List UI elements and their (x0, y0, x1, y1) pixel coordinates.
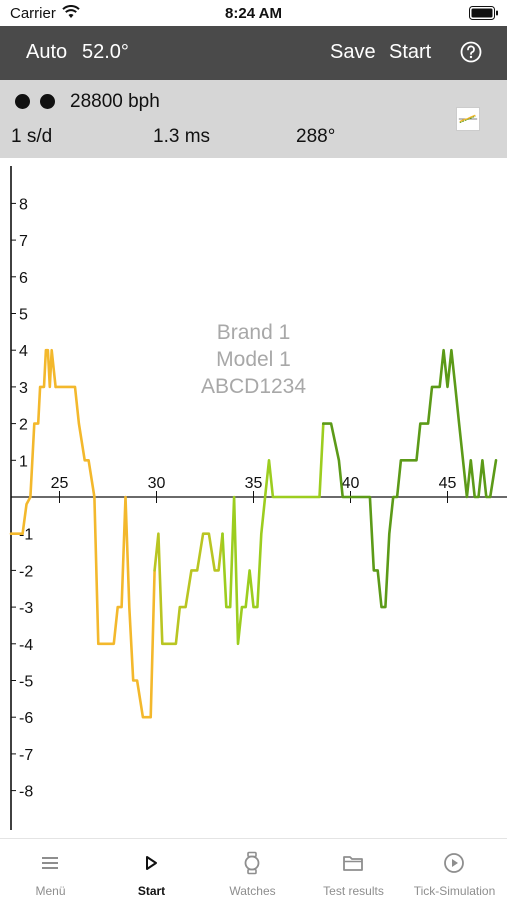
hamburger-menu-icon (42, 857, 58, 869)
y-tick-label: 2 (19, 417, 28, 434)
tab-tick-simulation[interactable]: Tick-Simulation (404, 839, 505, 900)
y-tick-label: 4 (19, 343, 28, 360)
y-tick-label: 8 (19, 196, 28, 213)
tab-test-results-label: Test results (323, 884, 384, 898)
tab-start-label: Start (137, 884, 166, 898)
folder-icon (343, 856, 363, 871)
trace-series-2 (54, 385, 156, 719)
trace-series-4 (221, 422, 325, 646)
start-button[interactable]: Start (389, 41, 432, 63)
y-tick-label: 1 (19, 453, 28, 470)
play-circle-icon (444, 853, 464, 873)
watch-model-label: Model 1 (216, 348, 291, 371)
trace-series-5 (321, 348, 498, 609)
watch-brand-label: Brand 1 (216, 321, 291, 344)
status-dot-1 (15, 94, 30, 109)
y-tick-label: 3 (19, 380, 28, 397)
y-tick-label: -5 (19, 674, 33, 691)
tab-tick-simulation-label: Tick-Simulation (413, 884, 496, 898)
beat-rate-value: 28800 bph (70, 91, 160, 112)
watch-icon (244, 851, 260, 875)
trace-series-3 (153, 532, 224, 646)
y-tick-label: 7 (19, 233, 28, 250)
tab-test-results[interactable]: Test results (303, 839, 404, 900)
wifi-icon (62, 5, 80, 18)
carrier-label: Carrier (10, 5, 56, 22)
y-tick-label: 5 (19, 307, 28, 324)
timegrapher-chart: 8 7 6 5 4 3 2 1 -1 -2 -3 -4 -5 -6 -7 -8 25 30 35 40 45 Brand… (0, 158, 507, 838)
battery-icon (469, 6, 498, 20)
chart-thumbnail-icon[interactable] (456, 107, 480, 131)
mode-button[interactable]: Auto (26, 41, 68, 63)
tab-bar: Menü Start Watches Test results Tick-Sim… (0, 838, 507, 900)
rate-value: 1 s/d (11, 126, 53, 147)
x-tick-label: 45 (439, 475, 457, 492)
beat-error-value: 1.3 ms (153, 126, 211, 147)
y-tick-label: 6 (19, 270, 28, 287)
y-tick-label: -3 (19, 600, 33, 617)
y-tick-label: -1 (19, 527, 33, 544)
amplitude-value: 288° (296, 126, 336, 147)
y-tick-label: -8 (19, 784, 33, 801)
clock-label: 8:24 AM (225, 5, 282, 22)
trace-series-1 (9, 348, 57, 536)
measurement-panel: 28800 bph 1 s/d 1.3 ms 288° (0, 80, 507, 158)
top-toolbar: Auto 52.0° Save Start (0, 26, 507, 80)
y-tick-label: -7 (19, 747, 33, 764)
y-tick-label: -6 (19, 710, 33, 727)
question-circle-icon[interactable] (460, 41, 482, 63)
status-bar: Carrier 8:24 AM (0, 0, 507, 26)
tab-watches-label: Watches (229, 884, 276, 898)
y-tick-label: -2 (19, 563, 33, 580)
x-tick-label: 25 (51, 475, 69, 492)
watch-serial-label: ABCD1234 (200, 375, 307, 398)
lift-angle-value[interactable]: 52.0° (82, 41, 129, 63)
x-tick-label: 40 (342, 475, 360, 492)
tab-menu[interactable]: Menü (0, 839, 101, 900)
save-button[interactable]: Save (330, 41, 376, 63)
tab-watches[interactable]: Watches (202, 839, 303, 900)
status-dot-2 (40, 94, 55, 109)
x-tick-label: 35 (245, 475, 263, 492)
x-tick-label: 30 (148, 475, 166, 492)
tab-menu-label: Menü (35, 884, 66, 898)
y-tick-label: -4 (19, 637, 33, 654)
tab-start[interactable]: Start (101, 839, 202, 900)
play-icon (146, 856, 157, 870)
chart-svg: 8 7 6 5 4 3 2 1 -1 -2 -3 -4 -5 -6 -7 -8 25 30 35 40 45 (9, 166, 507, 830)
